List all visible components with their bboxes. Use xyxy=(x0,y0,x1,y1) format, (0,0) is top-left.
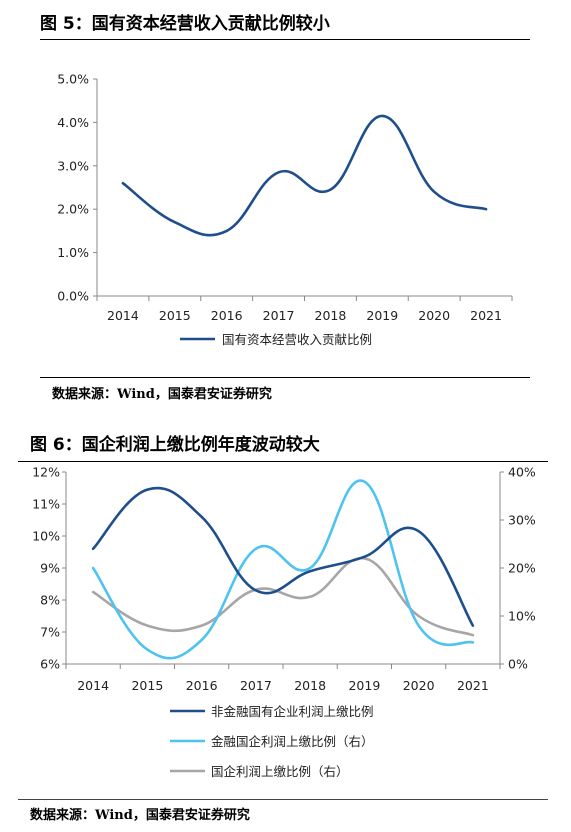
x-tick-label: 2019 xyxy=(366,308,398,323)
figure6-source: 数据来源：Wind，国泰君安证券研究 xyxy=(30,808,250,823)
x-tick-label: 2021 xyxy=(470,308,502,323)
x-tick-label: 2020 xyxy=(418,308,450,323)
left-tick-label: 11% xyxy=(32,497,60,512)
x-tick-label: 2016 xyxy=(211,308,243,323)
y-tick-label: 0.0% xyxy=(57,289,89,304)
series-line xyxy=(91,479,475,660)
figure6-title: 图 6：国企利润上缴比例年度波动较大 xyxy=(30,435,320,455)
x-tick-label: 2014 xyxy=(107,308,139,323)
right-tick-label: 20% xyxy=(508,561,536,576)
x-tick-label: 2015 xyxy=(159,308,191,323)
legend-label: 金融国企利润上缴比例（右） xyxy=(211,734,374,749)
figure5-source: 数据来源：Wind，国泰君安证券研究 xyxy=(52,387,272,402)
x-tick-label: 2019 xyxy=(348,678,380,693)
x-tick-label: 2018 xyxy=(294,678,326,693)
x-tick-label: 2017 xyxy=(263,308,295,323)
figure6-title-rule xyxy=(18,461,548,462)
right-tick-label: 10% xyxy=(508,609,536,624)
right-tick-label: 40% xyxy=(508,465,536,480)
x-tick-label: 2020 xyxy=(403,678,435,693)
left-tick-label: 8% xyxy=(40,593,60,608)
y-tick-label: 3.0% xyxy=(57,158,89,173)
left-tick-label: 12% xyxy=(32,465,60,480)
figure6-chart: 6% 7% 8% 9% 10% 11% 12% 0% 10% 20% 30% 40% 2014 2015 2… xyxy=(18,462,550,792)
figure5-title-rule xyxy=(40,39,530,40)
series-line xyxy=(121,114,488,237)
left-tick-label: 7% xyxy=(40,625,60,640)
y-tick-label: 1.0% xyxy=(57,245,89,260)
y-tick-label: 5.0% xyxy=(57,72,89,87)
x-tick-label: 2021 xyxy=(457,678,489,693)
figure6-chart-svg: 6% 7% 8% 9% 10% 11% 12% 0% 10% 20% 30% 40% 2014 2015 2… xyxy=(32,465,536,780)
figure5-chart: 0.0% 1.0% 2.0% 3.0% 4.0% 5.0% 2014 2015 2016 2017… xyxy=(40,46,530,371)
left-tick-label: 9% xyxy=(40,561,60,576)
legend-label: 非金融国有企业利润上缴比例 xyxy=(211,704,374,719)
x-tick-label: 2015 xyxy=(131,678,163,693)
x-tick-label: 2018 xyxy=(315,308,347,323)
legend-label: 国企利润上缴比例（右） xyxy=(211,764,349,779)
right-tick-label: 30% xyxy=(508,513,536,528)
right-tick-label: 0% xyxy=(508,657,528,672)
y-tick-label: 4.0% xyxy=(57,115,89,130)
x-tick-label: 2017 xyxy=(240,678,272,693)
figure5-source-rule xyxy=(40,377,530,378)
figure5-chart-svg: 0.0% 1.0% 2.0% 3.0% 4.0% 5.0% 2014 2015 2016 2017… xyxy=(57,72,513,347)
figure5-title: 图 5：国有资本经营收入贡献比例较小 xyxy=(40,14,330,34)
legend-label: 国有资本经营收入贡献比例 xyxy=(222,332,372,347)
x-tick-label: 2014 xyxy=(77,678,109,693)
left-tick-label: 10% xyxy=(32,529,60,544)
figure6-source-rule xyxy=(18,799,548,800)
x-tick-label: 2016 xyxy=(186,678,218,693)
series-line xyxy=(91,486,475,627)
left-tick-label: 6% xyxy=(40,657,60,672)
y-tick-label: 2.0% xyxy=(57,202,89,217)
